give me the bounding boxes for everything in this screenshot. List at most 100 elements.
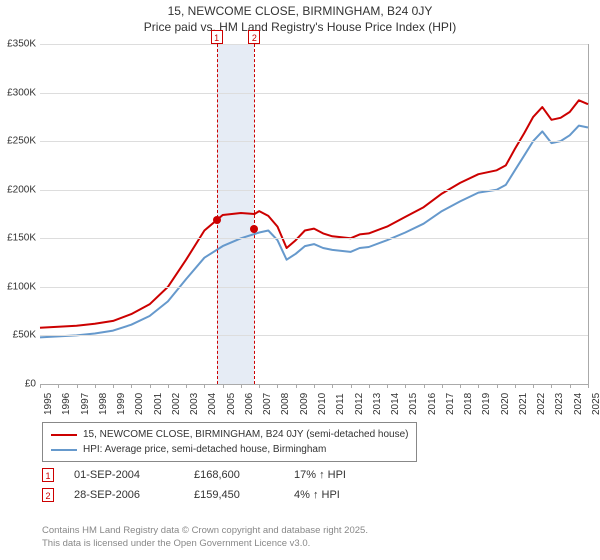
- x-axis-label: 2014: [390, 393, 401, 415]
- chart-lines-svg: [40, 44, 588, 384]
- x-axis-tick: [131, 384, 132, 388]
- y-axis-label: £50K: [0, 330, 36, 341]
- x-axis-label: 1998: [98, 393, 109, 415]
- x-axis-label: 2016: [427, 393, 438, 415]
- x-axis-tick: [551, 384, 552, 388]
- chart-legend: 15, NEWCOME CLOSE, BIRMINGHAM, B24 0JY (…: [42, 422, 417, 462]
- chart-gridline: [40, 238, 588, 239]
- x-axis-label: 1997: [80, 393, 91, 415]
- x-axis-label: 2017: [445, 393, 456, 415]
- chart-marker-dot: [213, 216, 221, 224]
- legend-label: HPI: Average price, semi-detached house,…: [83, 442, 326, 457]
- x-axis-tick: [314, 384, 315, 388]
- x-axis-label: 2012: [354, 393, 365, 415]
- x-axis-label: 1999: [116, 393, 127, 415]
- chart-marker-label: 2: [248, 30, 260, 44]
- chart-gridline: [40, 141, 588, 142]
- y-axis-label: £350K: [0, 39, 36, 50]
- y-axis-label: £300K: [0, 87, 36, 98]
- x-axis-label: 2004: [207, 393, 218, 415]
- x-axis-tick: [369, 384, 370, 388]
- legend-swatch: [51, 449, 77, 451]
- transaction-marker: 1: [42, 468, 54, 482]
- x-axis-tick: [186, 384, 187, 388]
- x-axis-tick: [405, 384, 406, 388]
- x-axis-tick: [515, 384, 516, 388]
- transaction-row: 2 28-SEP-2006 £159,450 4% ↑ HPI: [42, 488, 394, 502]
- x-axis-label: 2003: [189, 393, 200, 415]
- chart-gridline: [40, 287, 588, 288]
- footer-line: This data is licensed under the Open Gov…: [42, 538, 368, 550]
- x-axis-tick: [168, 384, 169, 388]
- x-axis-tick: [204, 384, 205, 388]
- x-axis-label: 2006: [244, 393, 255, 415]
- x-axis-label: 2022: [536, 393, 547, 415]
- chart-marker-line: [254, 44, 255, 384]
- x-axis-tick: [424, 384, 425, 388]
- x-axis-label: 2015: [408, 393, 419, 415]
- footer-line: Contains HM Land Registry data © Crown c…: [42, 525, 368, 537]
- x-axis-tick: [497, 384, 498, 388]
- x-axis-tick: [277, 384, 278, 388]
- chart-gridline: [40, 190, 588, 191]
- chart-series-hpi: [40, 126, 588, 338]
- transaction-row: 1 01-SEP-2004 £168,600 17% ↑ HPI: [42, 468, 394, 482]
- footer-attribution: Contains HM Land Registry data © Crown c…: [42, 525, 368, 550]
- chart-marker-label: 1: [211, 30, 223, 44]
- x-axis-tick: [478, 384, 479, 388]
- x-axis-tick: [442, 384, 443, 388]
- x-axis-tick: [241, 384, 242, 388]
- x-axis-label: 2020: [500, 393, 511, 415]
- x-axis-label: 2021: [518, 393, 529, 415]
- x-axis-label: 2009: [299, 393, 310, 415]
- chart-container: 15, NEWCOME CLOSE, BIRMINGHAM, B24 0JY P…: [0, 0, 600, 560]
- transaction-price: £159,450: [194, 489, 274, 501]
- transaction-hpi: 4% ↑ HPI: [294, 489, 394, 501]
- x-axis-tick: [150, 384, 151, 388]
- chart-marker-line: [217, 44, 218, 384]
- x-axis-tick: [95, 384, 96, 388]
- x-axis-label: 1996: [61, 393, 72, 415]
- x-axis-label: 2000: [134, 393, 145, 415]
- legend-swatch: [51, 434, 77, 436]
- x-axis-tick: [351, 384, 352, 388]
- transaction-list: 1 01-SEP-2004 £168,600 17% ↑ HPI 2 28-SE…: [42, 468, 394, 508]
- transaction-date: 01-SEP-2004: [74, 469, 174, 481]
- x-axis-label: 2002: [171, 393, 182, 415]
- x-axis-label: 2023: [554, 393, 565, 415]
- x-axis-label: 2005: [226, 393, 237, 415]
- y-axis-label: £0: [0, 379, 36, 390]
- transaction-marker: 2: [42, 488, 54, 502]
- chart-gridline: [40, 93, 588, 94]
- legend-item: HPI: Average price, semi-detached house,…: [51, 442, 408, 457]
- x-axis-label: 1995: [43, 393, 54, 415]
- y-axis-label: £100K: [0, 281, 36, 292]
- x-axis-label: 2001: [153, 393, 164, 415]
- x-axis-label: 2013: [372, 393, 383, 415]
- x-axis-label: 2018: [463, 393, 474, 415]
- y-axis-label: £200K: [0, 184, 36, 195]
- x-axis-tick: [460, 384, 461, 388]
- x-axis-tick: [77, 384, 78, 388]
- x-axis-tick: [58, 384, 59, 388]
- transaction-price: £168,600: [194, 469, 274, 481]
- x-axis-label: 2025: [591, 393, 600, 415]
- x-axis-label: 2011: [335, 393, 346, 415]
- chart-gridline: [40, 44, 588, 45]
- transaction-hpi: 17% ↑ HPI: [294, 469, 394, 481]
- x-axis-tick: [296, 384, 297, 388]
- x-axis-label: 2007: [262, 393, 273, 415]
- x-axis-tick: [332, 384, 333, 388]
- x-axis-label: 2010: [317, 393, 328, 415]
- x-axis-tick: [387, 384, 388, 388]
- x-axis-tick: [40, 384, 41, 388]
- legend-label: 15, NEWCOME CLOSE, BIRMINGHAM, B24 0JY (…: [83, 427, 408, 442]
- x-axis-tick: [259, 384, 260, 388]
- chart-marker-dot: [250, 225, 258, 233]
- x-axis-tick: [113, 384, 114, 388]
- chart-series-property: [40, 100, 588, 327]
- y-axis-label: £150K: [0, 233, 36, 244]
- y-axis-label: £250K: [0, 136, 36, 147]
- chart-plot-area: £0£50K£100K£150K£200K£250K£300K£350K1995…: [40, 44, 589, 385]
- x-axis-tick: [223, 384, 224, 388]
